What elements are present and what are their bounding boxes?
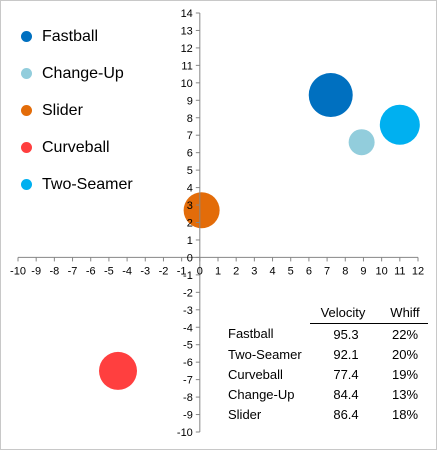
x-tick-label: -2 — [159, 265, 169, 277]
y-tick-label: -6 — [183, 357, 193, 369]
legend-label: Slider — [42, 101, 83, 119]
table-cell-whiff: 18% — [391, 406, 419, 422]
table-cell-velocity: 92.1 — [333, 346, 359, 362]
x-tick-label: 4 — [269, 265, 275, 277]
legend-marker — [21, 142, 32, 153]
x-tick-label: -8 — [49, 265, 59, 277]
table-cell-whiff: 13% — [391, 386, 419, 402]
table-cell-velocity: 77.4 — [333, 366, 359, 382]
y-tick-label: 10 — [181, 78, 193, 90]
table-cell-pitch: Two-Seamer — [228, 346, 302, 362]
legend: Fastball Change-Up Slider Curveball Two-… — [18, 18, 133, 203]
table-row: Slider 86.4 18% — [222, 404, 428, 424]
table-row: Fastball 95.3 22% — [222, 324, 428, 345]
x-tick-label: 7 — [324, 265, 330, 277]
table-cell-pitch: Change-Up — [228, 386, 295, 402]
legend-item-fastball: Fastball — [18, 18, 133, 55]
pitch-stats-table: Velocity Whiff Fastball 95.3 22% Two-Sea… — [222, 305, 428, 424]
legend-marker — [21, 105, 32, 116]
x-tick-label: 11 — [394, 265, 405, 277]
bubble-change-up — [348, 129, 375, 156]
y-tick-label: -7 — [183, 375, 193, 387]
table-header-pitch — [222, 305, 310, 324]
legend-item-slider: Slider — [18, 92, 133, 129]
y-tick-label: 7 — [187, 130, 193, 142]
y-tick-label: 4 — [187, 183, 193, 195]
table-cell-velocity: 86.4 — [333, 406, 359, 422]
table-cell-pitch: Fastball — [228, 326, 274, 342]
y-tick-label: 1 — [187, 235, 193, 247]
table-cell-pitch: Slider — [228, 406, 262, 422]
table-header-whiff: Whiff — [382, 305, 428, 324]
y-tick-label: 2 — [187, 218, 193, 230]
y-tick-label: -8 — [183, 392, 193, 404]
x-tick-label: -1 — [177, 265, 187, 277]
x-tick-label: -10 — [10, 265, 26, 277]
y-tick-label: 14 — [181, 8, 193, 20]
y-tick-label: 11 — [181, 60, 192, 72]
y-tick-label: -5 — [183, 340, 193, 352]
x-tick-label: -6 — [86, 265, 96, 277]
table-cell-velocity: 84.4 — [333, 386, 359, 402]
table-cell-whiff: 22% — [391, 326, 419, 342]
table-row: Curveball 77.4 19% — [222, 364, 428, 384]
y-tick-label: 6 — [187, 148, 193, 160]
legend-item-two-seamer: Two-Seamer — [18, 166, 133, 203]
legend-label: Fastball — [42, 27, 99, 45]
x-tick-label: -3 — [140, 265, 150, 277]
table-header-row: Velocity Whiff — [222, 305, 428, 324]
y-tick-label: -4 — [183, 322, 193, 334]
legend-marker — [21, 31, 32, 42]
legend-item-curveball: Curveball — [18, 129, 133, 166]
x-tick-label: 6 — [306, 265, 312, 277]
y-tick-label: 13 — [181, 25, 193, 37]
x-tick-label: 1 — [215, 265, 221, 277]
table-cell-whiff: 20% — [391, 346, 419, 362]
x-tick-label: 10 — [376, 265, 388, 277]
x-tick-label: 8 — [342, 265, 348, 277]
x-tick-label: 12 — [412, 265, 424, 277]
table-cell-whiff: 19% — [391, 366, 419, 382]
table-cell-pitch: Curveball — [228, 366, 283, 382]
x-tick-label: -7 — [68, 265, 78, 277]
legend-label: Two-Seamer — [42, 175, 133, 193]
y-tick-label: -3 — [183, 305, 193, 317]
table-header-velocity: Velocity — [310, 305, 382, 324]
x-tick-label: -4 — [122, 265, 132, 277]
legend-item-change-up: Change-Up — [18, 55, 133, 92]
legend-marker — [21, 68, 32, 79]
y-tick-label: 5 — [187, 165, 193, 177]
bubble-fastball — [308, 73, 353, 118]
x-tick-label: -9 — [31, 265, 41, 277]
x-tick-label: -5 — [104, 265, 114, 277]
bubble-slider — [183, 192, 220, 229]
y-tick-label: -2 — [183, 287, 193, 299]
x-tick-label: 0 — [197, 265, 203, 277]
y-tick-label: 3 — [187, 200, 193, 212]
x-tick-label: 3 — [251, 265, 257, 277]
table-row: Two-Seamer 92.1 20% — [222, 344, 428, 364]
y-tick-label: -10 — [177, 427, 193, 439]
y-tick-label: 0 — [187, 252, 193, 264]
y-tick-label: -1 — [183, 270, 193, 282]
bubble-two-seamer — [379, 104, 420, 145]
legend-label: Curveball — [42, 138, 110, 156]
y-tick-label: 9 — [187, 95, 193, 107]
legend-marker — [21, 179, 32, 190]
y-tick-label: -9 — [183, 410, 193, 422]
table-row: Change-Up 84.4 13% — [222, 384, 428, 404]
x-tick-label: 9 — [360, 265, 366, 277]
x-tick-label: 2 — [233, 265, 239, 277]
legend-label: Change-Up — [42, 64, 124, 82]
bubble-curveball — [99, 351, 137, 390]
y-tick-label: 12 — [181, 43, 193, 55]
table-cell-velocity: 95.3 — [333, 326, 359, 342]
x-tick-label: 5 — [288, 265, 294, 277]
y-tick-label: 8 — [187, 113, 193, 125]
